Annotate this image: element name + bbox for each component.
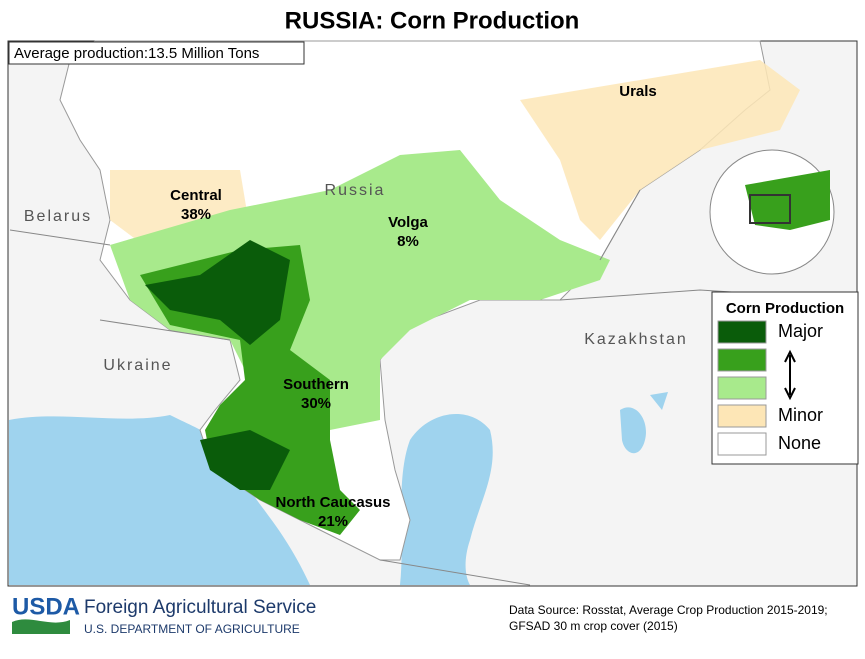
subtitle-box	[8, 41, 305, 65]
legend-title: Corn Production	[726, 300, 844, 317]
legend-label: Minor	[778, 405, 823, 425]
legend-swatch	[717, 404, 767, 428]
legend-swatch	[717, 320, 767, 344]
logo-wave	[12, 619, 70, 634]
department: U.S. DEPARTMENT OF AGRICULTURE	[84, 622, 300, 636]
aral-sea	[620, 392, 668, 454]
region-share: 8%	[397, 233, 419, 250]
globe-russia	[745, 170, 830, 230]
country-label: Kazakhstan	[584, 331, 688, 348]
country-label: Ukraine	[103, 357, 172, 374]
major-area	[145, 240, 290, 345]
border-line	[9, 189, 858, 586]
usda-logo: USDA	[12, 593, 80, 620]
country-label: Belarus	[24, 208, 92, 225]
legend-label: Major	[778, 321, 823, 341]
legend: Corn Production Major Minor None	[711, 291, 859, 465]
globe-extent	[749, 194, 791, 224]
caspian-sea	[400, 413, 493, 585]
region-name: North Caucasus	[275, 494, 390, 511]
title: RUSSIA: Corn Production	[285, 7, 580, 34]
subtitle: Average production:13.5 Million Tons	[14, 45, 259, 62]
source-line: Data Source: Rosstat, Average Crop Produ…	[509, 603, 828, 617]
region-name: Urals	[619, 83, 657, 100]
minor-area	[520, 60, 800, 240]
legend-arrow	[784, 349, 796, 401]
source-line: GFSAD 30 m crop cover (2015)	[509, 619, 678, 633]
region-name: Volga	[388, 214, 428, 231]
region-share: 21%	[318, 513, 348, 530]
legend-label: None	[778, 433, 821, 453]
agency: Foreign Agricultural Service	[84, 597, 316, 618]
region-share: 38%	[181, 206, 211, 223]
region-name: Central	[170, 187, 222, 204]
legend-swatch	[717, 348, 767, 372]
legend-swatch	[717, 376, 767, 400]
black-sea	[9, 415, 310, 585]
medium-green-area	[140, 245, 360, 535]
legend-swatch	[717, 432, 767, 456]
major-area	[200, 430, 290, 490]
light-green-area	[110, 150, 610, 430]
country-label: Russia	[325, 182, 386, 199]
region-share: 30%	[301, 395, 331, 412]
region-name: Southern	[283, 376, 349, 393]
